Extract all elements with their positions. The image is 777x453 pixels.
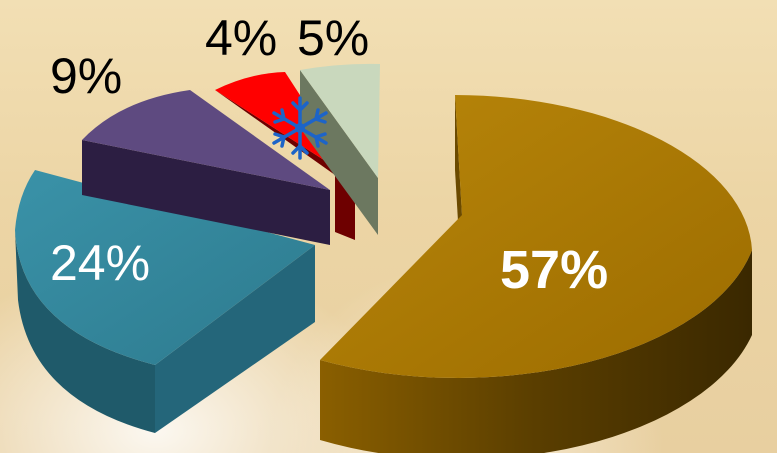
slice-24-front	[155, 245, 315, 433]
slice-24-top	[15, 170, 315, 365]
label-4: 4%	[205, 10, 277, 66]
slice-57-top	[320, 95, 752, 378]
label-24: 24%	[50, 235, 150, 291]
slice-24-side	[15, 230, 155, 433]
slice-57	[320, 95, 752, 453]
label-57: 57%	[500, 240, 608, 300]
snowflake-icon	[272, 96, 328, 160]
slice-9-side	[82, 140, 330, 245]
slice-9-top	[82, 90, 330, 190]
slice-9	[82, 90, 330, 245]
slice-57-side	[320, 250, 752, 453]
slice-24	[15, 170, 315, 433]
slice-5-top	[300, 63, 380, 178]
label-5: 5%	[297, 10, 369, 66]
label-9: 9%	[50, 48, 122, 104]
